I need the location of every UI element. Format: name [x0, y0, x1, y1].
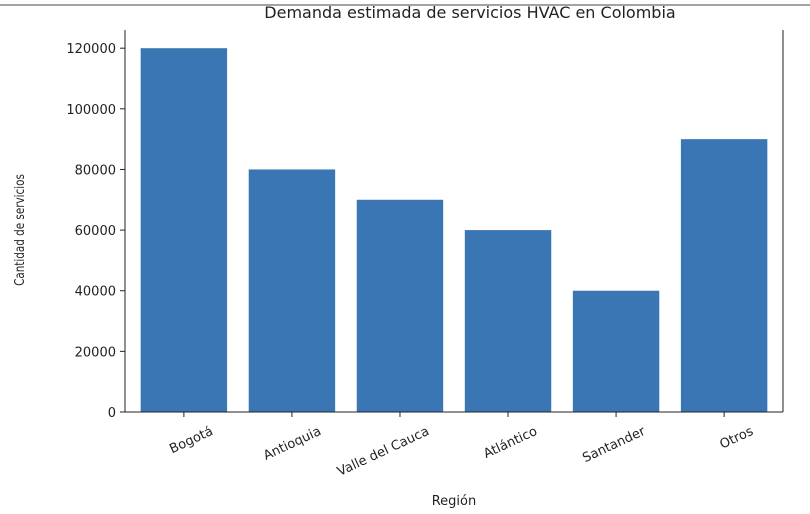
x-tick-label: Valle del Cauca: [335, 424, 432, 480]
chart-title: Demanda estimada de servicios HVAC en Co…: [264, 3, 675, 22]
y-axis-label: Cantidad de servicios: [12, 174, 27, 286]
x-axis-label: Región: [432, 494, 477, 509]
x-tick-label: Santander: [580, 424, 648, 466]
bar: [464, 230, 552, 412]
x-tick-label: Otros: [718, 424, 756, 453]
bar: [680, 139, 768, 412]
y-tick-label: 120000: [66, 42, 116, 57]
y-tick-label: 100000: [66, 103, 116, 118]
bar: [356, 199, 444, 412]
x-tick-label: Bogotá: [167, 424, 215, 457]
x-tick-label: Antioquia: [261, 424, 323, 464]
y-tick-label: 40000: [75, 285, 116, 300]
x-tick-label: Atlántico: [481, 424, 539, 462]
bar: [572, 290, 660, 412]
bar: [140, 48, 228, 412]
y-tick-label: 80000: [75, 163, 116, 178]
bar: [248, 169, 336, 412]
y-tick-label: 20000: [75, 345, 116, 360]
y-tick-label: 60000: [75, 224, 116, 239]
y-tick-label: 0: [108, 406, 116, 421]
